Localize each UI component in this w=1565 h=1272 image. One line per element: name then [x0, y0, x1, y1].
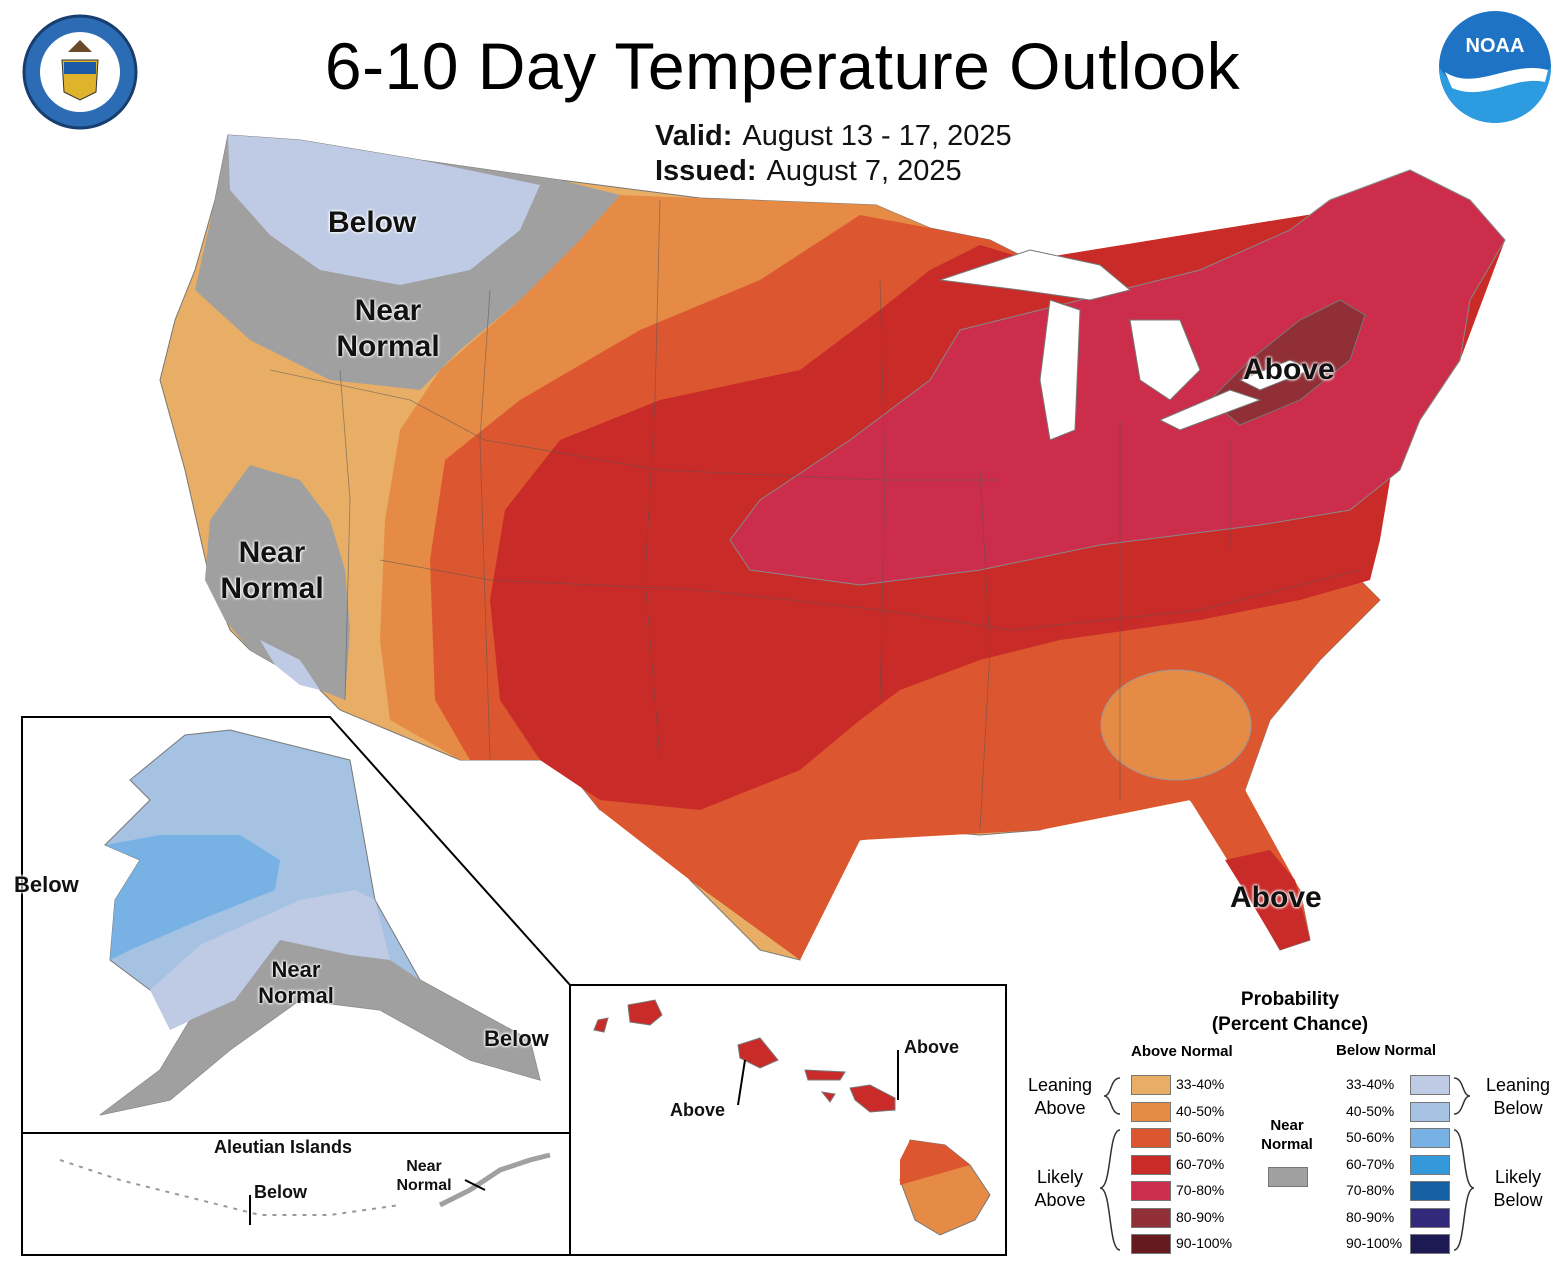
legend-below-range-label: 90-100% [1346, 1235, 1403, 1251]
label-ca-near-normal: Near Normal [220, 536, 324, 605]
label-ak-near-normal: Near Normal [258, 957, 334, 1009]
legend-below-swatch [1410, 1075, 1450, 1095]
legend-below-range-label: 40-50% [1346, 1102, 1395, 1119]
legend-above-swatch [1131, 1128, 1171, 1148]
legend-below-range-label: 33-40% [1346, 1076, 1395, 1092]
legend-above-swatch [1131, 1234, 1171, 1254]
department-of-commerce-seal-icon [22, 14, 138, 130]
legend-below-header: Below Normal [1336, 1042, 1437, 1059]
map-title: 6-10 Day Temperature Outlook [324, 29, 1241, 103]
label-ak-below-west: Below [14, 872, 79, 897]
legend-above-swatch [1131, 1154, 1171, 1175]
label-aleutian-title: Aleutian Islands [214, 1137, 353, 1157]
legend-above-range-label: 50-60% [1176, 1129, 1225, 1145]
legend-near-normal-swatch [1268, 1167, 1308, 1187]
legend-below-range-label: 80-90% [1346, 1208, 1395, 1225]
legend-below-swatch [1410, 1234, 1450, 1254]
label-ak-below-se: Below [484, 1026, 549, 1051]
label-hi-above-west: Above [670, 1100, 726, 1120]
label-ne-above: Above [1243, 353, 1335, 386]
legend-below-swatch [1410, 1101, 1450, 1122]
legend-near-normal: Near Normal [1261, 1117, 1313, 1153]
valid-line: Valid: August 13 - 17, 2025 [655, 120, 1012, 152]
legend-above-range-label: 90-100% [1176, 1235, 1233, 1251]
aleutian-inset-frame [21, 1132, 571, 1256]
label-fl-above: Above [1230, 881, 1322, 914]
legend-below-range-label: 50-60% [1346, 1129, 1395, 1145]
legend-above-range-label: 33-40% [1176, 1076, 1225, 1092]
legend-above-range-label: 70-80% [1176, 1182, 1225, 1198]
legend-above-range-label: 60-70% [1176, 1155, 1225, 1172]
legend-above-header: Above Normal [1131, 1043, 1233, 1060]
label-nw-near-normal: Near Normal [336, 294, 440, 363]
legend-below-range-label: 70-80% [1346, 1182, 1395, 1198]
label-aleutian-below: Below [254, 1182, 308, 1202]
legend-title: Probability (Percent Chance) [1211, 989, 1369, 1035]
legend-below-swatch [1410, 1207, 1450, 1228]
legend-below-swatch [1410, 1128, 1450, 1148]
great-lakes [939, 249, 1312, 441]
label-hi-above-east: Above [904, 1037, 960, 1057]
legend-above-swatch [1131, 1181, 1171, 1201]
legend-above-swatch [1131, 1207, 1171, 1228]
legend-above-range-label: 40-50% [1176, 1102, 1225, 1119]
legend-below-swatch [1410, 1154, 1450, 1175]
noaa-logo-icon: NOAA [1439, 11, 1551, 123]
legend-likely-below: Likely Below [1493, 1167, 1543, 1210]
legend-likely-above: Likely Above [1034, 1167, 1086, 1210]
legend-below-range-label: 60-70% [1346, 1155, 1395, 1172]
legend-leaning-below: Leaning Below [1485, 1075, 1551, 1118]
legend-above-range-label: 80-90% [1176, 1208, 1225, 1225]
label-aleutian-near-normal: Near Normal [396, 1158, 452, 1195]
legend-above-swatch [1131, 1075, 1171, 1095]
label-nw-below: Below [328, 206, 417, 239]
legend-above-swatch [1131, 1101, 1171, 1122]
issued-line: Issued: August 7, 2025 [655, 155, 962, 187]
legend-leaning-above: Leaning Above [1027, 1075, 1093, 1118]
legend-below-swatch [1410, 1181, 1450, 1201]
svg-text:NOAA: NOAA [1466, 35, 1525, 57]
